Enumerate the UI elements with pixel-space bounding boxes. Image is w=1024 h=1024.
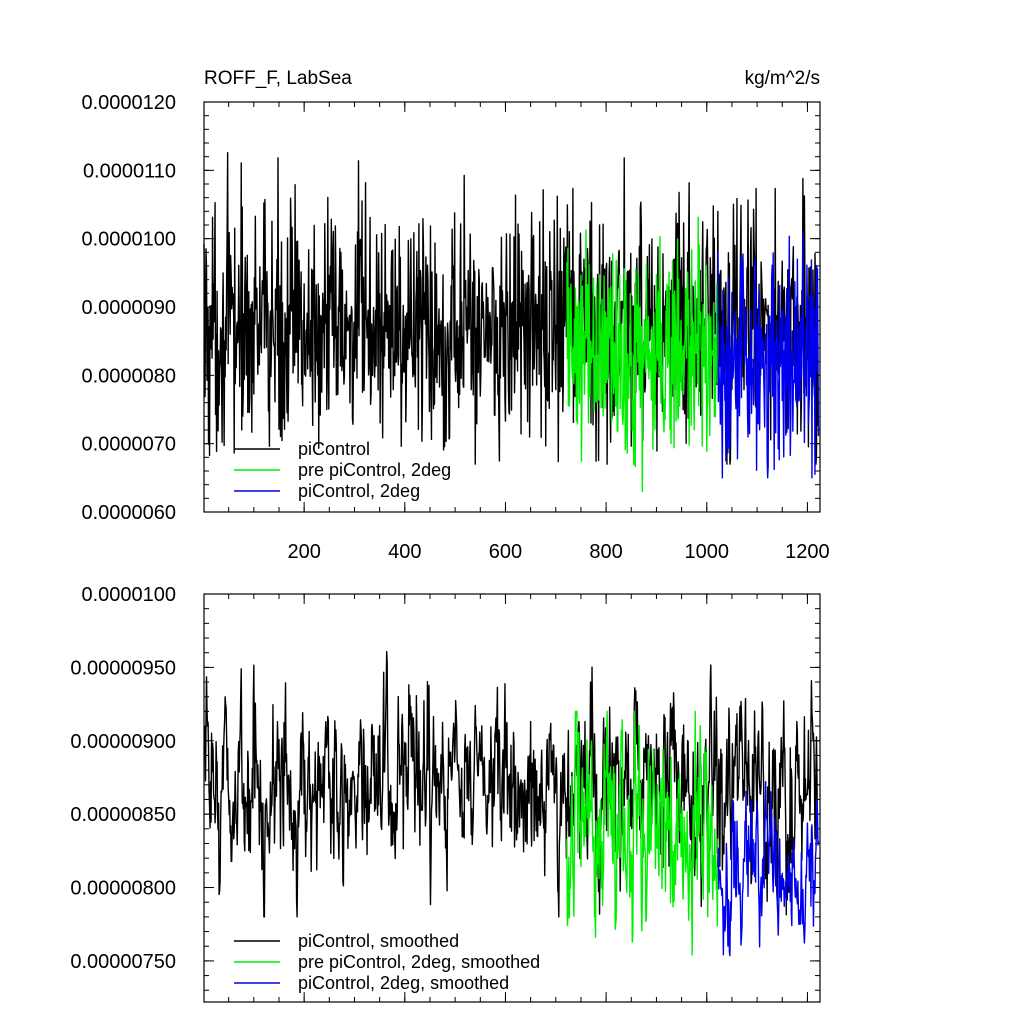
top-panel-title: ROFF_F, LabSea xyxy=(204,68,352,89)
top-plot-frame xyxy=(203,101,821,513)
top-series-picontrol-2deg xyxy=(717,232,820,479)
bottom-panel-series xyxy=(203,650,820,957)
bottom-panel: 0.00000750 0.00000800 0.00000850 0.00000900… xyxy=(70,584,821,1003)
bottom-y-tick-label: 0.00000950 xyxy=(70,657,176,679)
top-legend: piControl pre piControl, 2deg piControl,… xyxy=(234,439,451,501)
bottom-y-tick-label: 0.00000900 xyxy=(70,731,176,753)
legend-label-picontrol-smoothed: piControl, smoothed xyxy=(298,931,459,951)
legend-label-picontrol: piControl xyxy=(298,439,370,459)
top-x-tick-label: 400 xyxy=(388,541,421,563)
top-y-tick-label: 0.0000110 xyxy=(83,160,176,182)
bottom-series-picontrol-2deg-smoothed xyxy=(717,781,820,957)
bottom-y-tick-label: 0.00000850 xyxy=(70,804,176,826)
legend-label-picontrol-2deg: piControl, 2deg xyxy=(298,481,420,501)
bottom-y-tick-label: 0.00000800 xyxy=(70,878,176,900)
bottom-series-pre-picontrol-2deg-smoothed xyxy=(566,710,719,956)
top-series-pre-picontrol-2deg xyxy=(566,216,719,493)
legend-label-picontrol-2deg-smoothed: piControl, 2deg, smoothed xyxy=(298,973,509,993)
top-x-tick-label: 1200 xyxy=(785,541,830,563)
top-y-tick-label: 0.0000070 xyxy=(81,434,176,456)
top-panel-series xyxy=(203,152,820,493)
bottom-y-tick-label: 0.0000100 xyxy=(81,584,176,606)
top-x-tick-label: 1000 xyxy=(685,541,730,563)
top-panel-axes: 0.0000060 0.0000070 0.0000080 0.0000090 0.00… xyxy=(81,92,829,563)
top-series-picontrol xyxy=(203,152,819,465)
top-x-tick-label: 600 xyxy=(489,541,522,563)
top-panel-units: kg/m^2/s xyxy=(745,68,820,89)
top-x-tick-label: 200 xyxy=(287,541,320,563)
top-y-tick-label: 0.0000120 xyxy=(81,92,176,114)
bottom-plot-frame xyxy=(203,593,821,1003)
legend-label-pre-picontrol-2deg: pre piControl, 2deg xyxy=(298,460,451,480)
bottom-panel-axes: 0.00000750 0.00000800 0.00000850 0.00000900… xyxy=(70,584,820,1002)
bottom-y-tick-label: 0.00000750 xyxy=(70,951,176,973)
bottom-series-picontrol-smoothed xyxy=(203,650,819,918)
top-y-tick-label: 0.0000090 xyxy=(81,297,176,319)
bottom-legend: piControl, smoothed pre piControl, 2deg,… xyxy=(234,931,540,993)
top-y-tick-label: 0.0000060 xyxy=(81,502,176,524)
legend-label-pre-picontrol-2deg-smoothed: pre piControl, 2deg, smoothed xyxy=(298,952,540,972)
top-x-tick-label: 800 xyxy=(589,541,622,563)
top-panel: ROFF_F, LabSea kg/m^2/s 0.00000600.00000… xyxy=(81,68,829,563)
top-y-tick-label: 0.0000100 xyxy=(81,229,176,251)
top-y-tick-label: 0.0000080 xyxy=(81,365,176,387)
